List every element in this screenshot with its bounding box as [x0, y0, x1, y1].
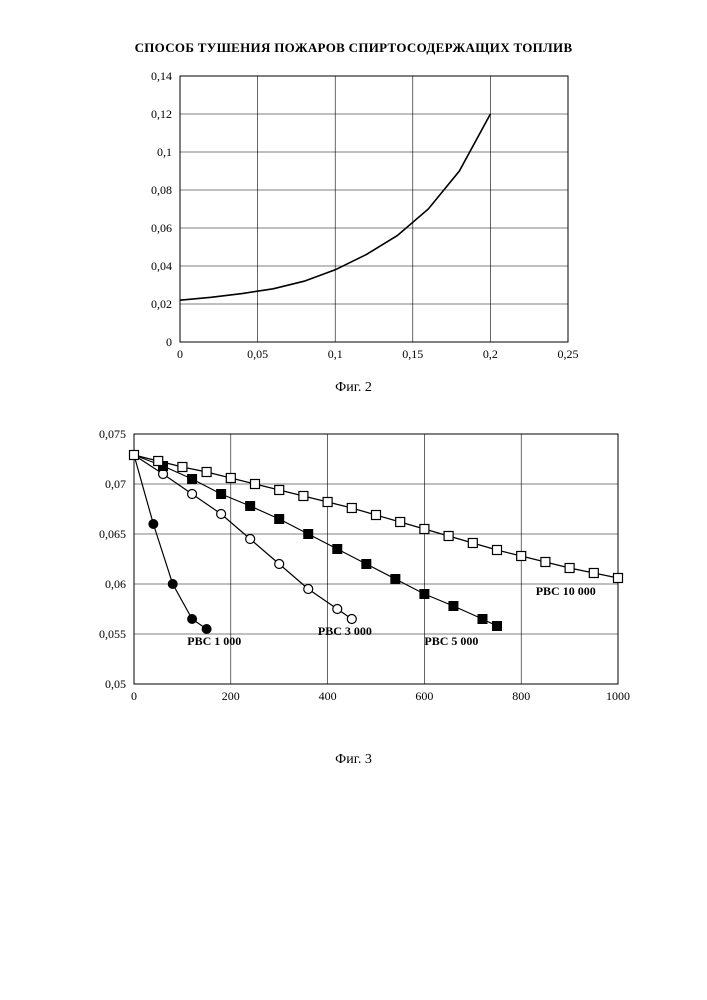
svg-text:0,2: 0,2 — [482, 347, 497, 361]
svg-text:0,08: 0,08 — [151, 183, 172, 197]
svg-text:0,25: 0,25 — [557, 347, 578, 361]
fig3-chart: 0 200 400 600 800 1000 0,05 0,055 0,06 0,065 0,07 0… — [74, 424, 634, 724]
svg-text:0,05: 0,05 — [105, 677, 126, 691]
svg-text:0,06: 0,06 — [151, 221, 172, 235]
svg-text:0,06: 0,06 — [105, 577, 126, 591]
svg-text:800: 800 — [512, 689, 530, 703]
svg-text:РВС 1 000: РВС 1 000 — [187, 634, 241, 648]
svg-text:0,15: 0,15 — [402, 347, 423, 361]
fig3-caption: Фиг. 3 — [335, 752, 372, 768]
svg-text:0,04: 0,04 — [151, 259, 172, 273]
svg-text:600: 600 — [415, 689, 433, 703]
svg-text:РВС 10 000: РВС 10 000 — [535, 584, 595, 598]
svg-text:1000: 1000 — [606, 689, 630, 703]
fig2-caption: Фиг. 2 — [335, 380, 372, 396]
svg-text:0: 0 — [166, 335, 172, 349]
page-title: СПОСОБ ТУШЕНИЯ ПОЖАРОВ СПИРТОСОДЕРЖАЩИХ … — [60, 40, 647, 56]
svg-text:0,02: 0,02 — [151, 297, 172, 311]
svg-text:0,075: 0,075 — [99, 427, 126, 441]
svg-text:0,055: 0,055 — [99, 627, 126, 641]
svg-text:0: 0 — [131, 689, 137, 703]
svg-text:0,05: 0,05 — [247, 347, 268, 361]
fig3-wrap: 0 200 400 600 800 1000 0,05 0,055 0,06 0,065 0,07 0… — [60, 424, 647, 796]
svg-text:РВС 5 000: РВС 5 000 — [424, 634, 478, 648]
fig2-wrap: 0 0,05 0,1 0,15 0,2 0,25 0 0,02 0,04 0,06 0,08 0,1 0… — [60, 64, 647, 424]
svg-text:0,1: 0,1 — [157, 145, 172, 159]
svg-text:200: 200 — [221, 689, 239, 703]
svg-text:0: 0 — [177, 347, 183, 361]
svg-text:0,14: 0,14 — [151, 69, 172, 83]
svg-text:0,1: 0,1 — [327, 347, 342, 361]
svg-text:0,07: 0,07 — [105, 477, 126, 491]
svg-text:РВС 3 000: РВС 3 000 — [317, 624, 371, 638]
svg-text:400: 400 — [318, 689, 336, 703]
fig2-chart: 0 0,05 0,1 0,15 0,2 0,25 0 0,02 0,04 0,06 0,08 0,1 0… — [124, 64, 584, 374]
svg-text:0,065: 0,065 — [99, 527, 126, 541]
svg-text:0,12: 0,12 — [151, 107, 172, 121]
